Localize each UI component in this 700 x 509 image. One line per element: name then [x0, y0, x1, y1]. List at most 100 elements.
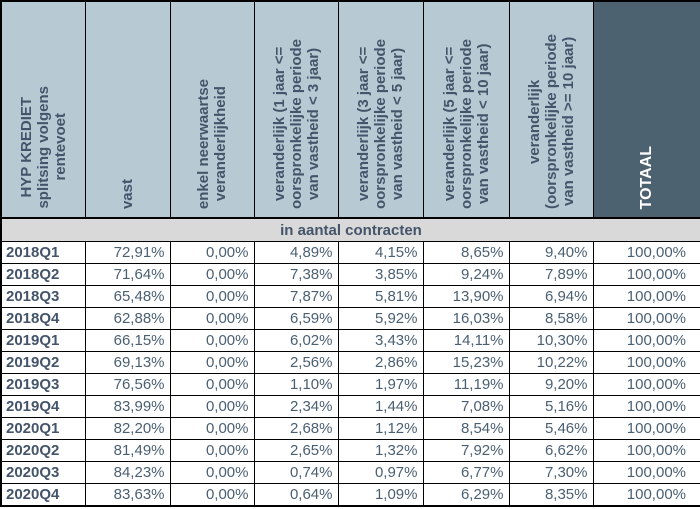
value-cell: 1,09%: [337, 483, 424, 507]
value-cell: 7,92%: [422, 439, 510, 462]
banner-row: in aantal contracten: [0, 217, 700, 242]
value-cell: 0,00%: [169, 285, 255, 308]
table-row: 2020Q2 81,49% 0,00% 2,65% 1,32% 7,92% 6,62% 100…: [0, 439, 700, 462]
value-cell: 0,00%: [169, 417, 255, 440]
value-cell: 84,23%: [84, 461, 171, 484]
value-cell: 2,68%: [253, 417, 339, 440]
column-header-vast-label: vast: [119, 178, 136, 209]
value-cell: 7,38%: [253, 263, 339, 286]
value-cell: 76,56%: [84, 373, 171, 396]
table-row: 2020Q3 84,23% 0,00% 0,74% 0,97% 6,77% 7,30% 100…: [0, 461, 700, 484]
value-cell: 6,29%: [422, 483, 510, 507]
value-cell: 11,19%: [422, 373, 510, 396]
value-cell: 5,92%: [337, 307, 424, 330]
table-row: 2019Q4 83,99% 0,00% 2,34% 1,44% 7,08% 5,16% 100…: [0, 395, 700, 418]
column-header-vast: vast: [84, 0, 171, 219]
value-cell: 83,63%: [84, 483, 171, 507]
row-label: 2020Q1: [0, 417, 86, 440]
value-cell: 16,03%: [422, 307, 510, 330]
column-header-veranderlijk-1-3-label: veranderlijk (1 jaar <= oorspronkelijke …: [270, 38, 322, 209]
column-header-enkel-neerwaartse-label: enkel neerwaartse veranderlijkheid: [195, 78, 229, 209]
row-label: 2019Q1: [0, 329, 86, 352]
column-header-veranderlijk-1-3: veranderlijk (1 jaar <= oorspronkelijke …: [253, 0, 339, 219]
table-row: 2018Q1 72,91% 0,00% 4,89% 4,15% 8,65% 9,40% 100…: [0, 241, 700, 264]
column-header-totaal-label: TOTAAL: [638, 145, 656, 209]
value-cell: 1,32%: [337, 439, 424, 462]
total-cell: 100,00%: [592, 263, 700, 286]
row-label: 2020Q3: [0, 461, 86, 484]
value-cell: 8,54%: [422, 417, 510, 440]
total-cell: 100,00%: [592, 483, 700, 507]
value-cell: 65,48%: [84, 285, 171, 308]
table-row: 2019Q2 69,13% 0,00% 2,56% 2,86% 15,23% 10,22% 1…: [0, 351, 700, 374]
table-row: 2019Q1 66,15% 0,00% 6,02% 3,43% 14,11% 10,30% 1…: [0, 329, 700, 352]
value-cell: 3,85%: [337, 263, 424, 286]
value-cell: 15,23%: [422, 351, 510, 374]
column-header-rentevoet-label: HYP KREDIET splitsing volgens rentevoet: [17, 86, 69, 209]
value-cell: 9,40%: [508, 241, 594, 264]
value-cell: 13,90%: [422, 285, 510, 308]
row-label: 2018Q3: [0, 285, 86, 308]
row-label: 2018Q1: [0, 241, 86, 264]
value-cell: 7,08%: [422, 395, 510, 418]
value-cell: 5,16%: [508, 395, 594, 418]
header-row: HYP KREDIET splitsing volgens rentevoet …: [0, 0, 700, 219]
value-cell: 2,86%: [337, 351, 424, 374]
total-cell: 100,00%: [592, 307, 700, 330]
value-cell: 1,44%: [337, 395, 424, 418]
value-cell: 0,00%: [169, 373, 255, 396]
value-cell: 0,00%: [169, 461, 255, 484]
value-cell: 5,81%: [337, 285, 424, 308]
value-cell: 1,12%: [337, 417, 424, 440]
value-cell: 1,97%: [337, 373, 424, 396]
table-body: 2018Q1 72,91% 0,00% 4,89% 4,15% 8,65% 9,40% 100…: [0, 241, 700, 507]
total-cell: 100,00%: [592, 285, 700, 308]
value-cell: 4,15%: [337, 241, 424, 264]
value-cell: 7,89%: [508, 263, 594, 286]
value-cell: 83,99%: [84, 395, 171, 418]
total-cell: 100,00%: [592, 395, 700, 418]
section-banner: in aantal contracten: [0, 217, 700, 242]
row-label: 2019Q2: [0, 351, 86, 374]
row-label: 2020Q2: [0, 439, 86, 462]
value-cell: 8,65%: [422, 241, 510, 264]
value-cell: 62,88%: [84, 307, 171, 330]
row-label: 2019Q3: [0, 373, 86, 396]
value-cell: 14,11%: [422, 329, 510, 352]
column-header-veranderlijk-10plus-label: veranderlijk (oorspronkelijke periode va…: [525, 33, 577, 209]
column-header-veranderlijk-5-10: veranderlijk (5 jaar <= oorspronkelijke …: [422, 0, 510, 219]
table-row: 2018Q2 71,64% 0,00% 7,38% 3,85% 9,24% 7,89% 100…: [0, 263, 700, 286]
value-cell: 6,02%: [253, 329, 339, 352]
row-label: 2018Q4: [0, 307, 86, 330]
value-cell: 0,00%: [169, 241, 255, 264]
value-cell: 6,77%: [422, 461, 510, 484]
column-header-totaal: TOTAAL: [592, 0, 700, 219]
value-cell: 10,22%: [508, 351, 594, 374]
value-cell: 66,15%: [84, 329, 171, 352]
total-cell: 100,00%: [592, 439, 700, 462]
value-cell: 8,58%: [508, 307, 594, 330]
value-cell: 6,59%: [253, 307, 339, 330]
column-header-veranderlijk-3-5: veranderlijk (3 jaar <= oorspronkelijke …: [337, 0, 424, 219]
column-header-rentevoet: HYP KREDIET splitsing volgens rentevoet: [0, 0, 86, 219]
total-cell: 100,00%: [592, 241, 700, 264]
value-cell: 0,74%: [253, 461, 339, 484]
column-header-enkel-neerwaartse: enkel neerwaartse veranderlijkheid: [169, 0, 255, 219]
value-cell: 9,20%: [508, 373, 594, 396]
value-cell: 1,10%: [253, 373, 339, 396]
total-cell: 100,00%: [592, 417, 700, 440]
row-label: 2020Q4: [0, 483, 86, 507]
value-cell: 82,20%: [84, 417, 171, 440]
value-cell: 7,87%: [253, 285, 339, 308]
value-cell: 6,94%: [508, 285, 594, 308]
value-cell: 0,00%: [169, 483, 255, 507]
value-cell: 81,49%: [84, 439, 171, 462]
value-cell: 6,62%: [508, 439, 594, 462]
value-cell: 0,97%: [337, 461, 424, 484]
row-label: 2019Q4: [0, 395, 86, 418]
table-row: 2018Q3 65,48% 0,00% 7,87% 5,81% 13,90% 6,94% 10…: [0, 285, 700, 308]
value-cell: 9,24%: [422, 263, 510, 286]
table-row: 2018Q4 62,88% 0,00% 6,59% 5,92% 16,03% 8,58% 10…: [0, 307, 700, 330]
value-cell: 2,56%: [253, 351, 339, 374]
